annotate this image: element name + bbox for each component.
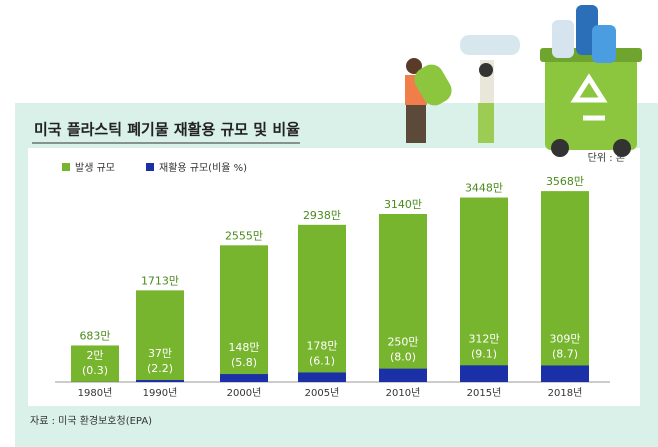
legend-label: 발생 규모 — [75, 162, 115, 174]
value-label: 683만 — [79, 329, 110, 342]
rate-label: (9.1) — [471, 347, 497, 360]
bar — [460, 197, 508, 382]
value-label: 37만 — [148, 347, 172, 360]
value-label: 148만 — [228, 341, 259, 354]
bar — [136, 290, 184, 382]
value-label: 309만 — [549, 332, 580, 345]
x-tick-label: 2005년 — [305, 387, 340, 399]
bar — [220, 245, 268, 382]
bar — [298, 372, 346, 382]
x-tick-label: 2000년 — [227, 387, 262, 399]
x-tick-label: 2018년 — [548, 387, 583, 399]
rate-label: (8.7) — [552, 347, 578, 360]
value-label: 2555만 — [225, 229, 263, 242]
rate-label: (2.2) — [147, 362, 173, 375]
bar — [298, 224, 346, 382]
x-tick-label: 1980년 — [78, 387, 113, 399]
bar — [71, 345, 119, 382]
rate-label: (8.0) — [390, 351, 416, 364]
value-label: 250만 — [387, 336, 418, 349]
bar — [460, 365, 508, 382]
x-tick-label: 2015년 — [467, 387, 502, 399]
rate-label: (0.3) — [82, 364, 108, 377]
bar — [379, 214, 427, 382]
value-label: 3568만 — [546, 175, 584, 188]
legend-swatch — [62, 163, 70, 171]
value-label: 2만 — [86, 349, 103, 362]
bar — [220, 374, 268, 382]
value-label: 178만 — [306, 339, 337, 352]
bar — [541, 191, 589, 382]
value-label: 3140만 — [384, 198, 422, 211]
bar — [379, 368, 427, 382]
value-label: 2938만 — [303, 209, 341, 222]
chart-title: 미국 플라스틱 폐기물 재활용 규모 및 비율 — [34, 121, 300, 139]
source: 자료 : 미국 환경보호청(EPA) — [30, 414, 152, 427]
value-label: 1713만 — [141, 274, 179, 287]
bar — [541, 365, 589, 382]
value-label: 312만 — [468, 332, 499, 345]
illustration — [405, 5, 642, 157]
rate-label: (5.8) — [231, 356, 257, 369]
legend-swatch — [146, 163, 154, 171]
x-tick-label: 2010년 — [386, 387, 421, 399]
rate-label: (6.1) — [309, 354, 335, 367]
legend-label: 재활용 규모(비율 %) — [159, 161, 247, 174]
value-label: 3448만 — [465, 182, 503, 195]
x-tick-label: 1990년 — [143, 387, 178, 399]
bar — [136, 380, 184, 382]
